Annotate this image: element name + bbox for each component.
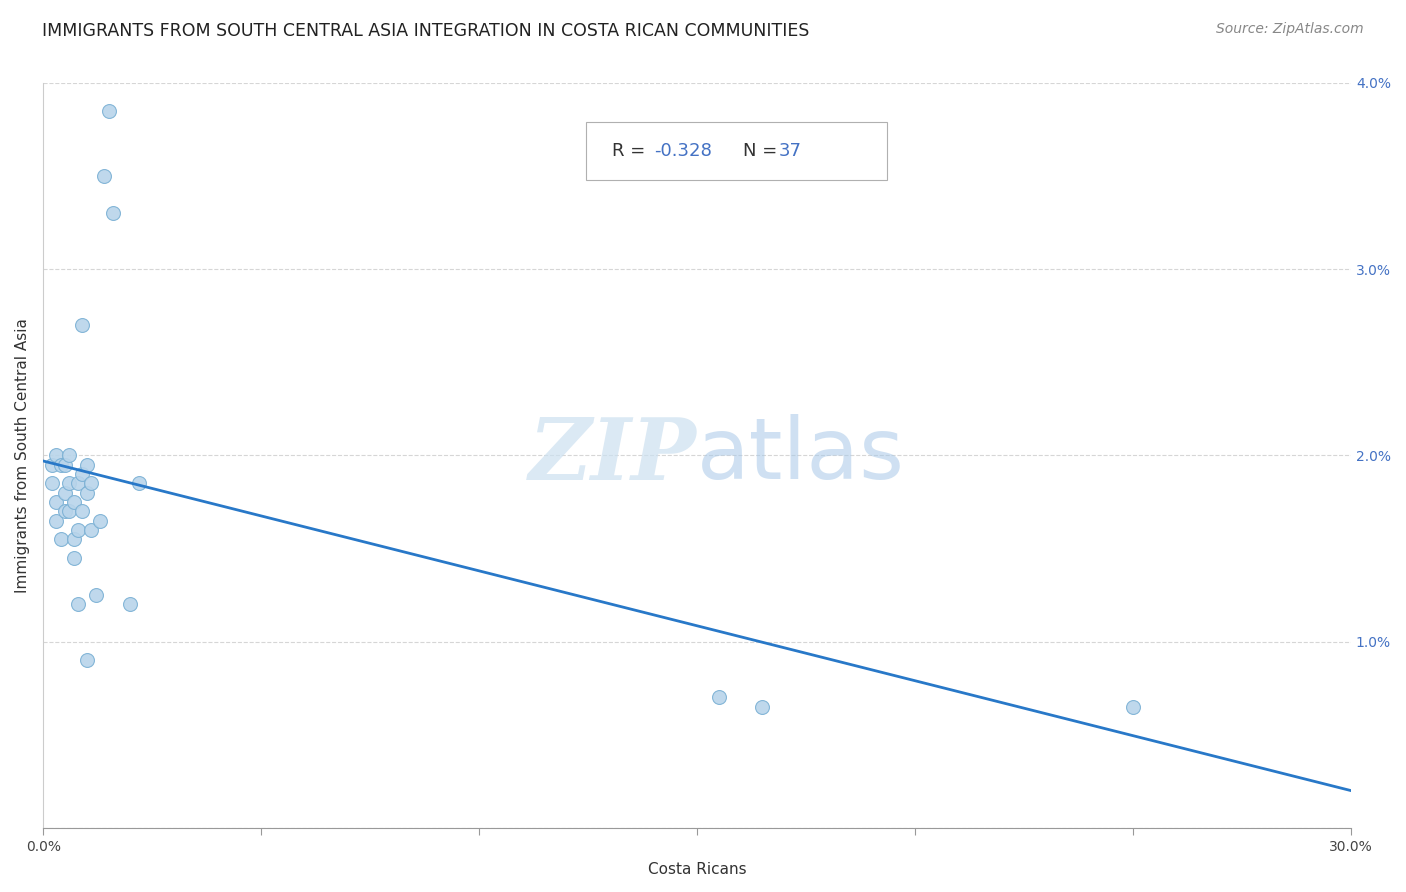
Point (89, 514, 111, 528)
Point (62, 532, 84, 546)
Point (72, 504, 94, 518)
Point (67, 523, 90, 537)
Point (45, 449, 67, 463)
Point (93, 169, 115, 183)
Point (80, 523, 103, 537)
Point (120, 598, 142, 612)
Point (84, 588, 107, 602)
Y-axis label: Immigrants from South Central Asia: Immigrants from South Central Asia (15, 318, 30, 593)
FancyBboxPatch shape (586, 121, 887, 180)
Text: -0.328: -0.328 (654, 142, 711, 160)
Point (72, 318, 94, 332)
Point (53, 504, 76, 518)
Text: atlas: atlas (697, 414, 905, 497)
Point (76, 653, 98, 667)
Point (58, 504, 80, 518)
Point (41, 476, 63, 491)
Text: N =: N = (742, 142, 783, 160)
Point (62, 495, 84, 509)
Point (101, 206, 124, 220)
Text: 37: 37 (778, 142, 801, 160)
Point (58, 476, 80, 491)
Point (67, 598, 90, 612)
Text: IMMIGRANTS FROM SOUTH CENTRAL ASIA INTEGRATION IN COSTA RICAN COMMUNITIES: IMMIGRANTS FROM SOUTH CENTRAL ASIA INTEG… (42, 22, 810, 40)
Point (67, 476, 90, 491)
Point (45, 514, 67, 528)
Point (751, 699, 773, 714)
Text: ZIP: ZIP (529, 414, 697, 497)
Point (58, 449, 80, 463)
Point (49, 532, 72, 546)
Point (45, 495, 67, 509)
X-axis label: Costa Ricans: Costa Ricans (648, 862, 747, 877)
Point (49, 458, 72, 472)
Point (53, 485, 76, 500)
Point (128, 476, 150, 491)
Point (76, 458, 98, 472)
Point (76, 485, 98, 500)
Point (72, 467, 94, 481)
Point (1122, 699, 1144, 714)
Point (62, 550, 84, 565)
Point (53, 458, 76, 472)
Point (97, 103, 120, 118)
Point (707, 690, 730, 705)
Text: R =: R = (612, 142, 651, 160)
Point (41, 458, 63, 472)
Text: Source: ZipAtlas.com: Source: ZipAtlas.com (1216, 22, 1364, 37)
Point (80, 476, 103, 491)
